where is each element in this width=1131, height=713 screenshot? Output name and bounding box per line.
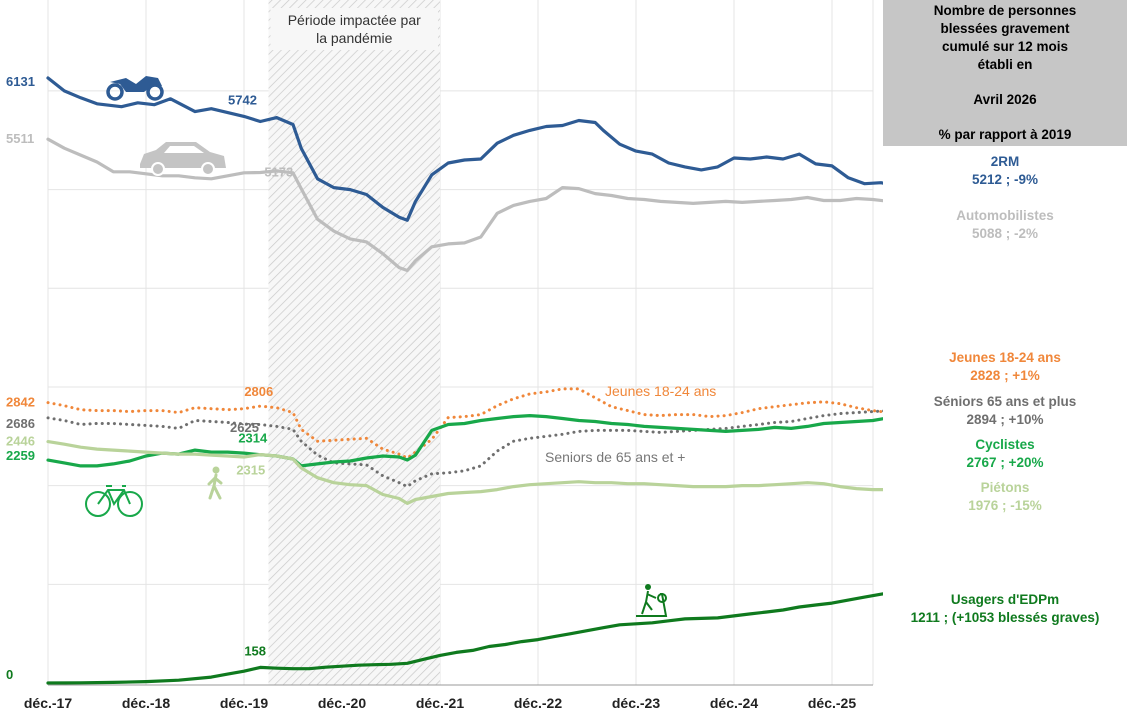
- legend-header-line: % par rapport à 2019: [938, 127, 1072, 142]
- x-tick-label: déc.-20: [318, 695, 366, 711]
- series-layer: [46, 76, 883, 685]
- x-tick-label: déc.-23: [612, 695, 660, 711]
- pedestrian-icon: [207, 466, 223, 500]
- legend-entry-2rm: 2RM 5212 ; -9%: [883, 153, 1127, 189]
- x-tick-label: déc.-18: [122, 695, 170, 711]
- series-line-pietons: [46, 440, 883, 505]
- data-label-jeunes: 2806: [244, 384, 273, 399]
- grid-lines: [47, 0, 874, 685]
- x-tick-label: déc.-17: [24, 695, 72, 711]
- pandemic-label-line-1: Période impactée par: [288, 12, 421, 28]
- x-tick-label: déc.-22: [514, 695, 562, 711]
- data-label-cyclistes: 2314: [238, 431, 268, 446]
- pandemic-shaded-period: [268, 0, 440, 685]
- pandemic-label-line-2: la pandémie: [316, 30, 392, 46]
- car-icon: [140, 142, 226, 176]
- legend-header-line: établi en: [977, 57, 1033, 72]
- legend-entry-seniors: Séniors 65 ans et plus 2894 ; +10%: [883, 393, 1127, 429]
- legend-entry-cyclistes: Cyclistes 2767 ; +20%: [883, 436, 1127, 472]
- data-label-cyclistes: 2259: [6, 448, 35, 463]
- legend-header: Nombre de personnes blessées gravement c…: [883, 0, 1127, 146]
- bicycle-icon: [85, 485, 143, 517]
- x-tick-label: déc.-25: [808, 695, 856, 711]
- legend-entry-pietons: Piétons 1976 ; -15%: [883, 479, 1127, 515]
- data-label-pietons: 2446: [6, 434, 35, 449]
- series-line-seniors: [46, 409, 883, 489]
- legend-entry-automobilistes: Automobilistes 5088 ; -2%: [883, 207, 1127, 243]
- data-labels: 6131574251425511517350242842280628092686…: [6, 74, 293, 682]
- legend-entry-name: Jeunes 18-24 ans: [949, 350, 1061, 365]
- series-line-cyclistes: [46, 414, 883, 468]
- legend-entry-value: 1976 ; -15%: [968, 498, 1042, 513]
- data-label-pietons: 2315: [236, 463, 265, 478]
- legend-header-line: [883, 74, 1127, 91]
- data-label-rm2: 6131: [6, 74, 35, 89]
- legend-header-line: cumulé sur 12 mois: [941, 39, 1069, 54]
- series-line-auto: [46, 137, 883, 273]
- legend-entry-name: Séniors 65 ans et plus: [933, 394, 1077, 409]
- legend-header-line: [883, 109, 1127, 126]
- pandemic-label-background: [270, 8, 438, 50]
- legend-panel: Nombre de personnes blessées gravement c…: [883, 0, 1131, 713]
- legend-entry-name: 2RM: [990, 154, 1020, 169]
- series-line-jeunes: [46, 387, 883, 460]
- x-tick-label: déc.-19: [220, 695, 268, 711]
- legend-entry-value: 1211 ; (+1053 blessés graves): [910, 610, 1100, 625]
- data-label-auto: 5511: [6, 131, 34, 146]
- legend-entry-edpm: Usagers d'EDPm 1211 ; (+1053 blessés gra…: [883, 591, 1127, 627]
- legend-entry-jeunes: Jeunes 18-24 ans 2828 ; +1%: [883, 349, 1127, 385]
- data-label-rm2: 5742: [228, 92, 257, 107]
- data-label-seniors: 2686: [6, 416, 35, 431]
- annotation-jeunes: Jeunes 18-24 ans: [605, 383, 716, 399]
- data-label-edpm: 158: [244, 643, 266, 658]
- legend-entry-value: 5088 ; -2%: [971, 226, 1039, 241]
- legend-header-line: Avril 2026: [973, 92, 1037, 107]
- x-axis-ticks: déc.-17 déc.-18 déc.-19 déc.-20 déc.-21 déc.-…: [24, 695, 856, 711]
- legend-entry-value: 2828 ; +1%: [970, 368, 1040, 383]
- legend-entry-name: Cyclistes: [975, 437, 1035, 452]
- legend-entry-value: 5212 ; -9%: [971, 172, 1039, 187]
- data-label-seniors: 2625: [230, 420, 259, 435]
- annotation-seniors: Seniors de 65 ans et +: [545, 449, 686, 465]
- legend-entry-name: Usagers d'EDPm: [950, 592, 1060, 607]
- legend-entry-name: Piétons: [980, 480, 1030, 495]
- x-tick-label: déc.-24: [710, 695, 758, 711]
- legend-entry-value: 2767 ; +20%: [966, 455, 1044, 470]
- motorcycle-icon: [106, 76, 164, 101]
- scooter-icon: [636, 584, 668, 617]
- x-tick-label: déc.-21: [416, 695, 464, 711]
- series-line-rm2: [46, 76, 883, 222]
- legend-entry-value: 2894 ; +10%: [966, 412, 1044, 427]
- data-label-auto: 5173: [264, 165, 293, 180]
- legend-entry-name: Automobilistes: [956, 208, 1054, 223]
- line-chart: Période impactée par la pandémie déc.-17…: [6, 0, 883, 711]
- series-line-edpm: [46, 592, 883, 685]
- data-label-edpm: 0: [6, 667, 13, 682]
- legend-header-line: Nombre de personnes: [933, 3, 1077, 18]
- legend-header-line: blessées gravement: [940, 21, 1070, 36]
- data-label-jeunes: 2842: [6, 395, 35, 410]
